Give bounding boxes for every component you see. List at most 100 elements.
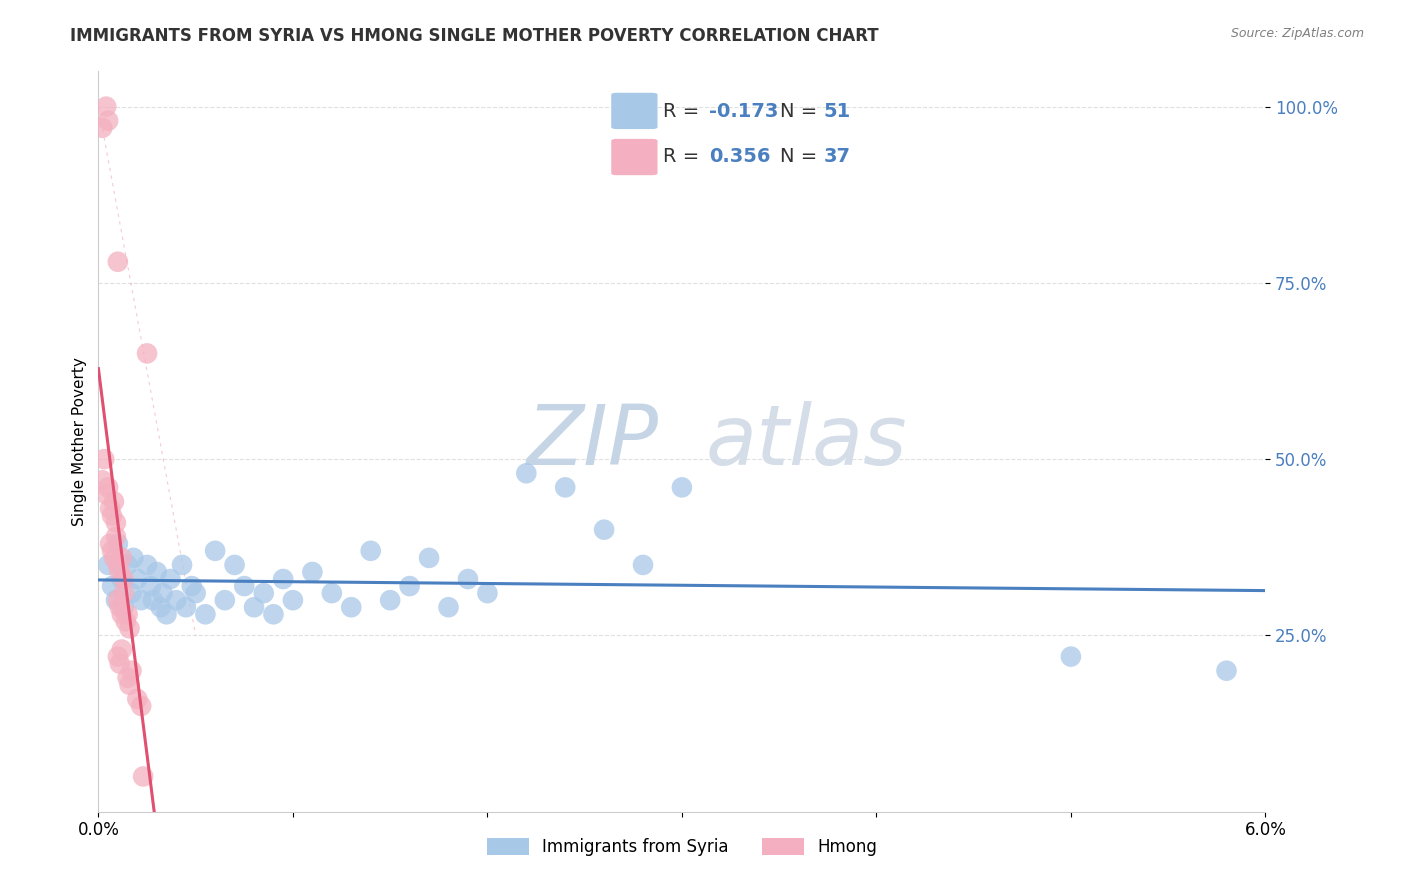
Point — [380, 593, 402, 607]
Point — [340, 600, 363, 615]
Point — [91, 473, 114, 487]
Point — [107, 537, 129, 551]
Point — [174, 600, 197, 615]
Legend: Immigrants from Syria, Hmong: Immigrants from Syria, Hmong — [481, 831, 883, 863]
Point — [194, 607, 217, 622]
Point — [104, 530, 127, 544]
Text: IMMIGRANTS FROM SYRIA VS HMONG SINGLE MOTHER POVERTY CORRELATION CHART: IMMIGRANTS FROM SYRIA VS HMONG SINGLE MO… — [70, 27, 879, 45]
Point — [107, 649, 129, 664]
Point — [91, 120, 114, 135]
Text: N =: N = — [780, 147, 824, 166]
Point — [97, 480, 120, 494]
Point — [101, 544, 124, 558]
Point — [103, 494, 125, 508]
Point — [98, 537, 121, 551]
Point — [108, 657, 131, 671]
Point — [281, 593, 304, 607]
Point — [129, 593, 152, 607]
Text: 51: 51 — [824, 102, 851, 121]
Point — [117, 607, 139, 622]
Text: 0.356: 0.356 — [709, 147, 770, 166]
Y-axis label: Single Mother Poverty: Single Mother Poverty — [72, 357, 87, 526]
Text: R =: R = — [664, 102, 706, 121]
Point — [118, 678, 141, 692]
Point — [149, 600, 172, 615]
Point — [111, 572, 134, 586]
Point — [262, 607, 284, 622]
Point — [96, 487, 118, 501]
Point — [127, 572, 149, 586]
Text: atlas: atlas — [706, 401, 907, 482]
Point — [554, 480, 576, 494]
Point — [112, 572, 135, 586]
Text: Source: ZipAtlas.com: Source: ZipAtlas.com — [1230, 27, 1364, 40]
Point — [301, 565, 323, 579]
Point — [112, 586, 135, 600]
Point — [98, 501, 121, 516]
Point — [437, 600, 460, 615]
Point — [107, 593, 129, 607]
Point — [1060, 649, 1083, 664]
Point — [204, 544, 226, 558]
Point — [155, 607, 177, 622]
Point — [321, 586, 343, 600]
Point — [129, 698, 152, 713]
Point — [253, 586, 276, 600]
Point — [117, 558, 139, 572]
FancyBboxPatch shape — [612, 93, 658, 129]
Point — [132, 769, 155, 783]
Point — [111, 642, 134, 657]
Point — [515, 467, 537, 481]
Point — [93, 452, 115, 467]
Point — [97, 558, 120, 572]
Point — [111, 607, 134, 622]
Text: ZIP: ZIP — [527, 401, 658, 482]
Point — [214, 593, 236, 607]
Point — [127, 692, 149, 706]
Point — [97, 113, 120, 128]
Point — [152, 586, 174, 600]
Point — [108, 600, 131, 615]
Point — [103, 550, 125, 565]
Point — [136, 346, 159, 360]
Point — [671, 480, 693, 494]
Point — [146, 565, 169, 579]
Point — [477, 586, 499, 600]
Point — [104, 516, 127, 530]
Point — [96, 100, 118, 114]
Point — [224, 558, 246, 572]
FancyBboxPatch shape — [612, 139, 658, 175]
Point — [121, 586, 143, 600]
Point — [184, 586, 207, 600]
Point — [112, 600, 135, 615]
Point — [117, 671, 139, 685]
Point — [142, 593, 165, 607]
Text: -0.173: -0.173 — [709, 102, 779, 121]
Point — [271, 572, 294, 586]
Point — [101, 579, 124, 593]
Point — [159, 572, 181, 586]
Point — [360, 544, 382, 558]
Point — [114, 615, 136, 629]
Text: N =: N = — [780, 102, 824, 121]
Point — [108, 565, 131, 579]
Point — [1215, 664, 1237, 678]
Point — [136, 558, 159, 572]
Point — [593, 523, 616, 537]
Point — [398, 579, 420, 593]
Text: R =: R = — [664, 147, 706, 166]
Point — [170, 558, 193, 572]
Point — [139, 579, 162, 593]
Point — [118, 621, 141, 635]
Point — [104, 593, 127, 607]
Text: 37: 37 — [824, 147, 851, 166]
Point — [457, 572, 479, 586]
Point — [107, 558, 129, 572]
Point — [418, 550, 440, 565]
Point — [111, 550, 134, 565]
Point — [180, 579, 202, 593]
Point — [101, 508, 124, 523]
Point — [233, 579, 256, 593]
Point — [107, 254, 129, 268]
Point — [121, 664, 143, 678]
